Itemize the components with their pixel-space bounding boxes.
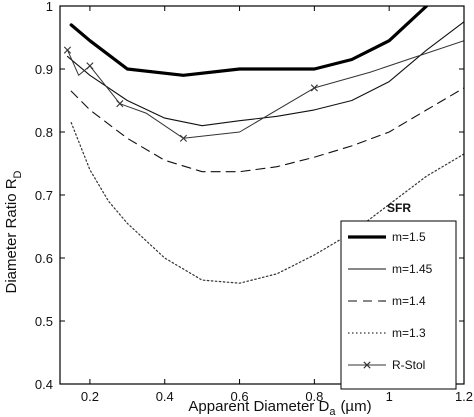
y-tick-label: 0.8 bbox=[35, 125, 53, 140]
marker-stroke bbox=[310, 84, 318, 92]
y-tick-label: 0.7 bbox=[35, 188, 53, 203]
series-marker-r-stol bbox=[179, 134, 188, 142]
legend-marker-r-stol bbox=[363, 361, 371, 369]
y-axis-title-text: Diameter Ratio R bbox=[3, 178, 20, 293]
series-line-m-1-5 bbox=[69, 6, 429, 77]
marker-stroke bbox=[116, 100, 124, 108]
y-tick-label: 0.6 bbox=[35, 251, 53, 266]
x-tick-label: 1 bbox=[386, 389, 393, 404]
y-axis-title: Diameter Ratio RD bbox=[3, 170, 24, 293]
series-marker-r-stol bbox=[116, 100, 124, 108]
x-tick-label: 1.2 bbox=[455, 389, 473, 404]
series-line-m-1-45 bbox=[66, 21, 464, 127]
x-tick-label: 0.6 bbox=[231, 389, 249, 404]
x-axis-title-unit: (µm) bbox=[340, 398, 371, 415]
marker-stroke bbox=[86, 62, 94, 70]
legend-label-m-1-5: m=1.5 bbox=[392, 230, 426, 244]
x-tick-label: 0.2 bbox=[81, 389, 99, 404]
svg-text:Diameter Ratio RD: Diameter Ratio RD bbox=[3, 170, 24, 293]
plot-frame bbox=[59, 5, 465, 385]
x-axis-title-text: Apparent Diameter D bbox=[188, 398, 329, 415]
legend-label-m-1-3: m=1.3 bbox=[392, 326, 426, 340]
y-tick-label: 0.4 bbox=[35, 377, 53, 392]
series-line-r-stol bbox=[67, 40, 464, 139]
legend-title: SFR bbox=[387, 201, 411, 215]
x-axis-title-subscript: a bbox=[329, 406, 336, 417]
y-tick-label: 0.5 bbox=[35, 314, 53, 329]
y-tick-label: 1 bbox=[46, 0, 53, 14]
marker-stroke bbox=[63, 46, 72, 54]
x-tick-label: 0.4 bbox=[156, 389, 174, 404]
series-line-m-1-4 bbox=[70, 87, 464, 173]
x-axis-title: Apparent Diameter Da (µm) bbox=[188, 398, 371, 417]
legend: SFR m=1.5 m=1.45 m=1.4 m=1.3 R-Stol bbox=[340, 201, 457, 390]
series-marker-r-stol bbox=[63, 46, 72, 54]
series-layer bbox=[63, 6, 464, 284]
series-line-m-1-3 bbox=[70, 122, 464, 284]
marker-stroke bbox=[179, 134, 188, 142]
y-tick-label: 0.9 bbox=[35, 62, 53, 77]
svg-text:Apparent Diameter Da(µm): Apparent Diameter Da (µm) bbox=[188, 398, 371, 417]
plot-area: 0.2 0.4 0.6 0.8 1 1.2 0.4 0.5 0.6 0.7 0.8 0.9 1 bbox=[35, 0, 473, 404]
legend-label-m-1-45: m=1.45 bbox=[392, 262, 433, 276]
series-marker-r-stol bbox=[310, 84, 318, 92]
series-marker-r-stol bbox=[86, 62, 94, 70]
legend-label-r-stol: R-Stol bbox=[392, 358, 425, 372]
legend-label-m-1-4: m=1.4 bbox=[392, 294, 426, 308]
x-tick-label: 0.8 bbox=[305, 389, 323, 404]
legend-box bbox=[340, 220, 457, 390]
y-axis-title-subscript: D bbox=[12, 170, 24, 178]
